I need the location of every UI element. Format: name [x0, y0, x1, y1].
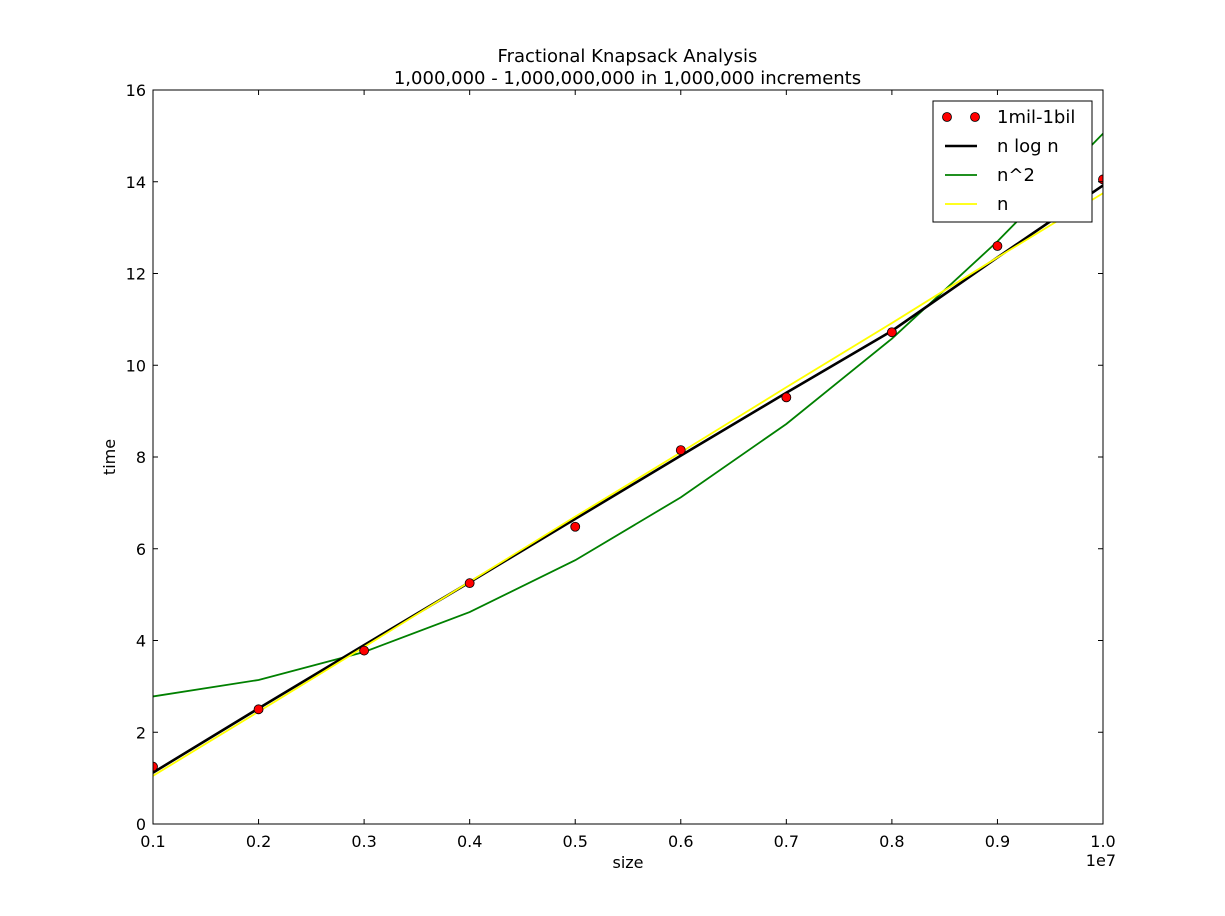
data-point [570, 521, 581, 532]
y-tick-label: 16 [126, 81, 146, 100]
x-tick-label: 0.4 [457, 832, 482, 851]
x-tick-label: 0.7 [774, 832, 799, 851]
y-tick-label: 0 [136, 815, 146, 834]
data-point [359, 645, 370, 656]
plot-series [153, 132, 1103, 777]
y-tick-label: 12 [126, 265, 146, 284]
series-line-3 [153, 192, 1103, 777]
data-point [992, 241, 1003, 251]
chart-subtitle: 1,000,000 - 1,000,000,000 in 1,000,000 i… [394, 68, 861, 89]
y-tick-label: 6 [136, 540, 146, 559]
x-offset-label: 1e7 [1086, 851, 1116, 870]
legend-box [932, 100, 1093, 223]
legend-marker [970, 112, 980, 122]
y-tick-label: 8 [136, 448, 146, 467]
data-point [464, 578, 475, 589]
legend-label: n [997, 194, 1008, 215]
x-tick-label: 0.6 [668, 832, 693, 851]
y-tick-label: 14 [126, 173, 146, 192]
x-tick-label: 0.3 [351, 832, 376, 851]
data-point [253, 704, 264, 715]
legend-label: 1mil-1bil [997, 107, 1075, 128]
data-point [886, 327, 897, 338]
y-tick-label: 10 [126, 356, 146, 375]
y-tick-label: 2 [136, 723, 146, 742]
legend-label: n^2 [997, 165, 1035, 186]
x-axis-label: size [612, 853, 643, 872]
x-tick-label: 0.1 [140, 832, 165, 851]
axis-ticks: 0.1 0.2 0.3 0.4 0.5 0.6 0.7 0.8 0.9 1.0 0 2 4 6 8 10 12 1… [126, 81, 1116, 851]
series-group [153, 132, 1103, 777]
y-tick-label: 4 [136, 632, 146, 651]
x-tick-label: 0.8 [879, 832, 904, 851]
y-axis-label: time [100, 439, 119, 475]
legend-marker [942, 112, 952, 122]
x-tick-label: 1.0 [1090, 832, 1115, 851]
x-tick-label: 0.5 [562, 832, 587, 851]
data-point [781, 392, 792, 403]
x-tick-label: 0.2 [246, 832, 271, 851]
data-point [675, 445, 686, 456]
legend-label: n log n [997, 136, 1059, 157]
series-line-1 [153, 184, 1103, 774]
legend: 1mil-1bil n log n n^2 n [932, 100, 1093, 223]
chart-title: Fractional Knapsack Analysis [498, 46, 758, 67]
x-tick-label: 0.9 [985, 832, 1010, 851]
data-point [153, 761, 158, 772]
